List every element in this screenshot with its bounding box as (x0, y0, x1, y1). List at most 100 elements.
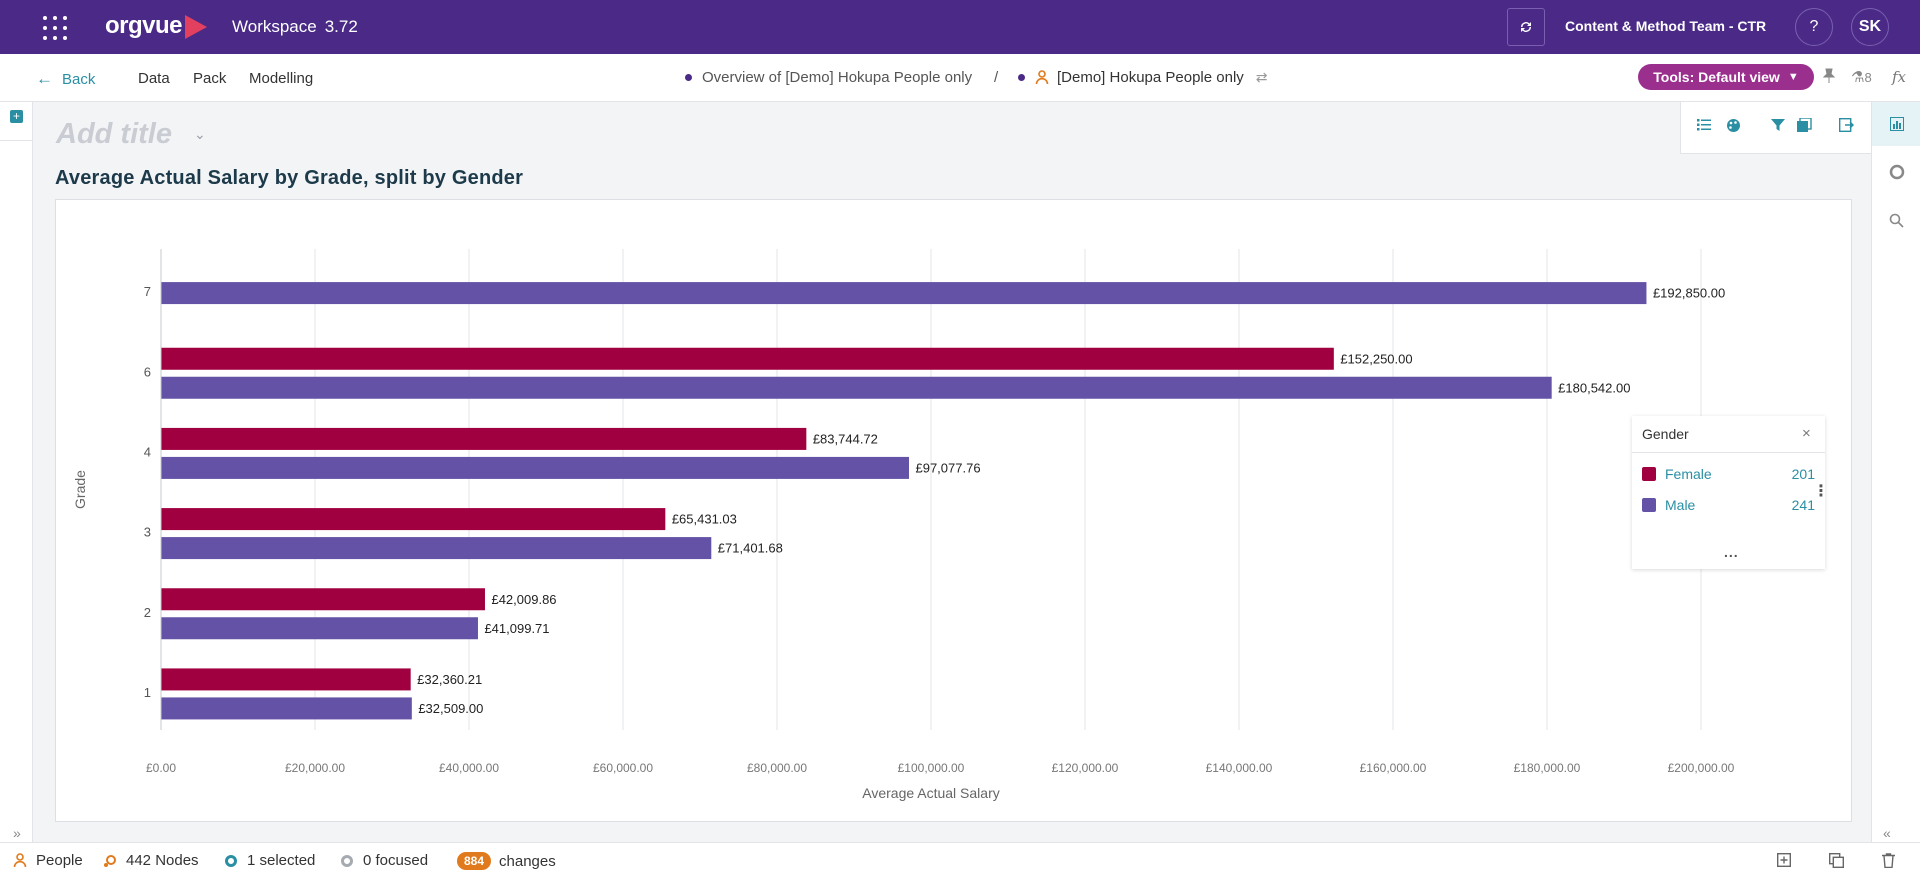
x-tick-label: £140,000.00 (1206, 761, 1273, 775)
sync-button[interactable] (1507, 8, 1545, 46)
add-node-icon[interactable] (1776, 852, 1792, 870)
bar-male-grade-1 (161, 697, 412, 720)
arrow-left-icon: ← (36, 69, 53, 88)
data-label: £180,542.00 (1558, 380, 1630, 395)
x-tick-label: £80,000.00 (747, 761, 807, 775)
duplicate-icon[interactable] (1828, 852, 1845, 871)
x-tick-label: £60,000.00 (593, 761, 653, 775)
legend-title: Gender (1642, 426, 1689, 442)
legend-item-female[interactable]: Female 201 (1642, 464, 1815, 484)
y-tick-label: 2 (144, 605, 151, 620)
circle-view-icon[interactable] (1872, 150, 1920, 194)
x-tick-label: £0.00 (146, 761, 176, 775)
data-label: £32,360.21 (417, 672, 482, 687)
x-tick-label: £40,000.00 (439, 761, 499, 775)
list-icon[interactable] (1697, 118, 1712, 136)
kebab-menu-icon[interactable]: ⋮ (1813, 483, 1829, 500)
chart-toolbar (1680, 102, 1871, 154)
refresh-icon (1521, 22, 1531, 32)
breadcrumb-dataset-label: [Demo] Hokupa People only (1057, 69, 1244, 86)
add-panel-icon[interactable]: + (10, 110, 23, 123)
swatch-female (1642, 467, 1656, 481)
navigation-bar: ← Back Data Pack Modelling Overview of [… (0, 54, 1920, 102)
export-icon[interactable] (1838, 117, 1854, 136)
brand-logo[interactable]: orgvue (105, 12, 208, 40)
legend-item-male[interactable]: Male 241 (1642, 495, 1815, 515)
person-icon (1035, 70, 1049, 85)
status-changes-label: changes (499, 852, 556, 870)
breadcrumb-overview[interactable]: Overview of [Demo] Hokupa People only (685, 69, 972, 86)
x-tick-label: £100,000.00 (898, 761, 965, 775)
y-tick-label: 3 (144, 525, 151, 540)
switch-icon[interactable]: ⇄ (1255, 69, 1268, 85)
x-tick-label: £180,000.00 (1514, 761, 1581, 775)
selected-icon (225, 854, 237, 867)
y-tick-label: 7 (144, 284, 151, 299)
back-label: Back (62, 70, 96, 88)
chevron-down-icon[interactable]: ⌄ (194, 126, 206, 142)
brand-name: orgvue (105, 12, 183, 39)
breadcrumb-dataset[interactable]: [Demo] Hokupa People only ⇄ (1018, 69, 1268, 86)
workspace-label: Workspace 3.72 (232, 17, 358, 37)
y-tick-label: 6 (144, 364, 151, 379)
legend-count: 241 (1791, 497, 1815, 513)
status-dataset[interactable]: People (13, 852, 83, 869)
search-icon[interactable] (1872, 198, 1920, 242)
data-label: £83,744.72 (813, 431, 878, 446)
close-icon[interactable]: × (1802, 425, 1811, 442)
back-button[interactable]: ← Back (36, 69, 95, 89)
top-bar: orgvue Workspace 3.72 Content & Method Te… (0, 0, 1920, 54)
status-focused-label: 0 focused (363, 852, 429, 869)
legend-count: 201 (1791, 466, 1815, 482)
delete-icon[interactable] (1882, 853, 1895, 871)
y-tick-label: 1 (144, 685, 151, 700)
status-dataset-label: People (36, 852, 83, 869)
status-nodes-label: 442 Nodes (126, 852, 199, 869)
expand-left-icon[interactable]: » (13, 825, 21, 841)
pin-icon[interactable] (1822, 68, 1836, 88)
status-changes[interactable]: 884 changes (457, 852, 556, 870)
chart-view-icon[interactable] (1872, 102, 1920, 146)
menu-pack[interactable]: Pack (193, 70, 227, 87)
filter-icon[interactable] (1771, 118, 1785, 136)
y-axis-title: Grade (72, 470, 88, 509)
add-title-input[interactable]: Add title (56, 118, 172, 150)
nodes-icon (104, 854, 116, 867)
user-avatar[interactable]: SK (1851, 8, 1889, 46)
team-name[interactable]: Content & Method Team - CTR (1565, 18, 1767, 34)
help-button[interactable]: ? (1795, 8, 1833, 46)
bar-female-grade-4 (161, 427, 807, 450)
data-label: £71,401.68 (718, 541, 783, 556)
bar-female-grade-3 (161, 508, 666, 531)
menu-modelling[interactable]: Modelling (249, 70, 314, 87)
menu-data[interactable]: Data (138, 70, 170, 87)
workspace-name: Workspace (232, 17, 317, 36)
data-label: £41,099.71 (484, 621, 549, 636)
apps-menu-icon[interactable] (43, 16, 67, 40)
data-label: £42,009.86 (491, 592, 556, 607)
formula-icon[interactable]: fx (1892, 68, 1907, 86)
data-label: £192,850.00 (1653, 286, 1725, 301)
x-tick-label: £120,000.00 (1052, 761, 1119, 775)
tools-view-dropdown[interactable]: Tools: Default view ▼ (1638, 64, 1814, 90)
swatch-male (1642, 498, 1656, 512)
legend-label: Male (1665, 497, 1696, 513)
bullet-icon (1018, 74, 1025, 81)
flask-filter-button[interactable]: ⚗8 (1851, 68, 1872, 86)
collapse-right-icon[interactable]: « (1883, 825, 1891, 841)
focused-icon (341, 854, 353, 867)
bar-chart: £0.00 £20,000.00 £40,000.00 £60,000.00 £80,0… (72, 249, 1735, 801)
tools-view-label: Tools: Default view (1653, 69, 1780, 85)
status-nodes[interactable]: 442 Nodes (103, 852, 199, 869)
status-selected[interactable]: 1 selected (225, 852, 315, 869)
status-selected-label: 1 selected (247, 852, 316, 869)
flask-icon: ⚗ (1851, 69, 1865, 86)
layers-icon[interactable] (1797, 117, 1812, 136)
breadcrumb-overview-label: Overview of [Demo] Hokupa People only (702, 69, 973, 86)
breadcrumb-separator: / (994, 69, 999, 86)
bar-male-grade-6 (161, 376, 1552, 399)
status-focused[interactable]: 0 focused (341, 852, 428, 869)
palette-icon[interactable] (1726, 118, 1741, 137)
legend-more-button[interactable]: ... (1724, 544, 1739, 560)
filter-count: 8 (1864, 70, 1872, 85)
